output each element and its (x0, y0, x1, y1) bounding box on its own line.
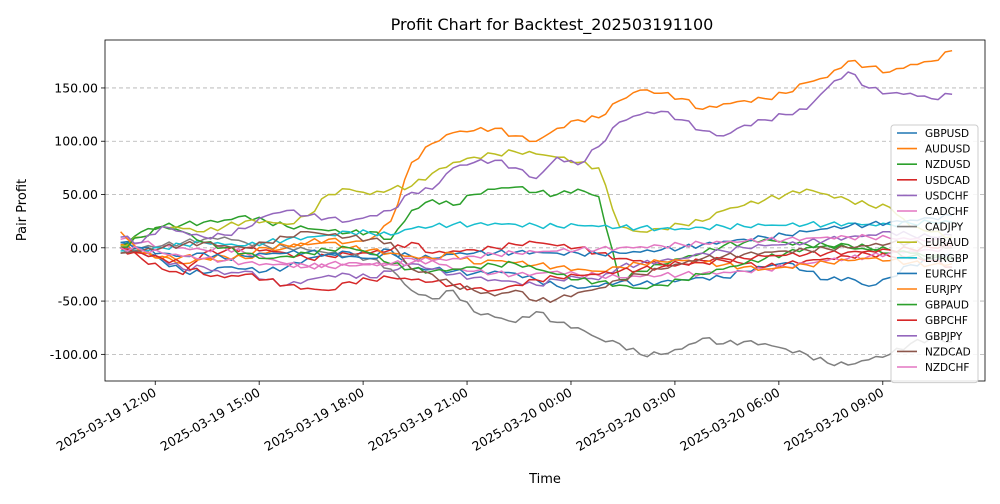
x-tick-label: 2025-03-19 21:00 (365, 385, 470, 454)
legend-entry: USDCHF (925, 190, 969, 202)
series-line-eurgbp (120, 219, 953, 252)
x-tick-label: 2025-03-19 18:00 (262, 385, 367, 454)
legend-entry: EURJPY (925, 284, 963, 296)
legend-entry: EURGBP (925, 253, 968, 265)
x-tick-label: 2025-03-19 12:00 (54, 385, 159, 454)
y-tick-label: 100.00 (54, 134, 98, 149)
series-line-euraud (120, 149, 953, 247)
y-tick-label: 50.00 (62, 187, 98, 202)
series-line-nzdchf (120, 233, 953, 270)
legend-entry: AUDUSD (925, 144, 970, 156)
legend-entry: GBPCHF (925, 315, 968, 327)
legend-entry: GBPJPY (925, 331, 963, 343)
y-tick-label: -50.00 (58, 294, 98, 309)
x-tick-label: 2025-03-19 15:00 (158, 385, 263, 454)
legend-entry: NZDCAD (925, 346, 971, 358)
legend-entry: NZDCHF (925, 362, 969, 374)
y-tick-label: 150.00 (54, 80, 98, 95)
series-line-audusd (120, 49, 953, 265)
x-tick-label: 2025-03-20 03:00 (573, 385, 678, 454)
series-line-cadchf (120, 236, 953, 280)
series-line-gbpjpy (120, 71, 953, 245)
x-tick-label: 2025-03-20 00:00 (469, 385, 574, 454)
legend-entry: USDCAD (925, 175, 970, 187)
series-line-usdcad (120, 240, 953, 276)
x-axis-label: Time (528, 472, 561, 487)
series-line-nzdusd (120, 185, 953, 281)
legend-entry: GBPUSD (925, 128, 969, 140)
y-tick-label: -100.00 (50, 347, 98, 362)
legend-entry: CADJPY (925, 222, 964, 234)
plot-frame (104, 39, 986, 382)
x-tick-label: 2025-03-20 06:00 (677, 385, 782, 454)
series-line-eurjpy (120, 231, 953, 273)
legend-entry: EURCHF (925, 268, 967, 280)
series-line-nzdcad (120, 230, 953, 304)
series-line-gbpchf (120, 244, 953, 292)
legend-entry: GBPAUD (925, 300, 969, 312)
legend: GBPUSD AUDUSD NZDUSD USDCAD USDCHF CADCHF CADJ… (890, 124, 979, 384)
legend-entry: CADCHF (925, 206, 969, 218)
y-tick-label: 0.00 (70, 240, 98, 255)
series-line-usdchf (120, 230, 953, 287)
legend-entry: EURAUD (925, 237, 969, 249)
plot-area: -100.00 -50.00 0.00 50.00 100.00 150.00 2025-0… (50, 39, 986, 454)
chart-title: Profit Chart for Backtest_202503191100 (391, 15, 714, 35)
legend-entry: NZDUSD (925, 159, 971, 171)
y-axis-label: Pair Profit (15, 179, 30, 241)
legend-box (890, 124, 979, 384)
x-tick-label: 2025-03-20 09:00 (781, 385, 886, 454)
series-line-gbpaud (120, 225, 953, 290)
